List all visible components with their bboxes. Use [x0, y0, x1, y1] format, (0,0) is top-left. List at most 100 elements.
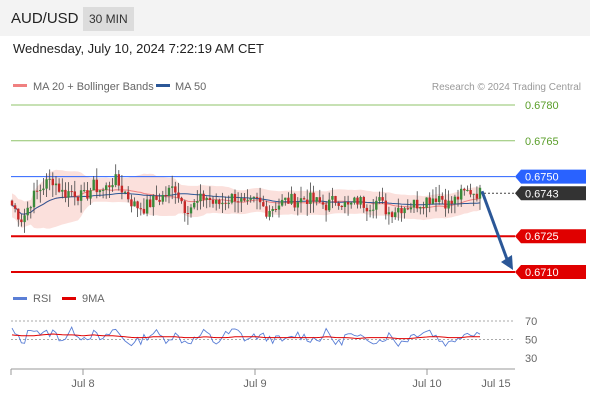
candle-body — [108, 185, 111, 188]
candle-body — [441, 196, 444, 200]
forecast-arrow — [480, 190, 513, 270]
candle-body — [177, 192, 180, 198]
candle-body — [390, 212, 394, 218]
candle-body — [152, 195, 155, 208]
level-label-0.6725: 0.6725 — [525, 231, 559, 243]
candle-body — [48, 178, 51, 180]
candle-body — [205, 197, 208, 200]
candle-body — [79, 190, 83, 201]
level-labels: 0.6780 0.6765 0.6750 0.6743 0.6725 0.6710 — [515, 100, 586, 279]
candle-body — [343, 202, 347, 207]
x-tick-label-3: Jul 15 — [481, 378, 510, 390]
candle-body — [394, 212, 397, 217]
x-tick-label-2: Jul 10 — [412, 378, 441, 390]
candle-body — [375, 200, 378, 210]
candle-body — [431, 198, 435, 204]
candle-body — [221, 202, 224, 205]
candle-body — [274, 209, 277, 210]
candle-body — [83, 190, 86, 192]
candle-body — [189, 207, 193, 214]
candle-body — [419, 207, 422, 209]
rsi-level-label-30: 30 — [525, 353, 537, 365]
candle-body — [324, 204, 328, 211]
candle-body — [111, 185, 114, 188]
candle-body — [120, 185, 124, 193]
candle-body — [412, 199, 416, 208]
candle-body — [249, 198, 252, 200]
candle-body — [211, 200, 215, 204]
candle-body — [475, 193, 479, 199]
candle-body — [340, 205, 343, 207]
candle-body — [255, 196, 259, 198]
candle-body — [478, 187, 482, 199]
candle-body — [35, 190, 39, 192]
level-label-0.6780: 0.6780 — [525, 100, 559, 112]
ma9-legend-label: 9MA — [82, 293, 105, 305]
candle-body — [378, 197, 381, 201]
candle-body — [67, 191, 70, 198]
candle-body — [230, 194, 234, 203]
candle-body — [299, 198, 303, 203]
candle-body — [346, 202, 350, 205]
candle-body — [469, 190, 472, 195]
candle-body — [224, 202, 227, 204]
candle-body — [262, 202, 265, 207]
rsi-legend-swatch — [13, 297, 27, 300]
candle-body — [92, 179, 95, 191]
candle-body — [472, 193, 475, 195]
candle-body — [284, 197, 287, 200]
bollinger-band-area — [12, 169, 480, 229]
candle-body — [149, 199, 152, 208]
candle-body — [397, 207, 400, 213]
candle-body — [167, 187, 171, 196]
timeframe-button[interactable]: 30 MIN — [83, 7, 134, 31]
level-tag-0.6743 — [515, 186, 586, 201]
candle-body — [450, 200, 453, 204]
candle-body — [42, 188, 45, 191]
candle-body — [127, 191, 130, 200]
candle-body — [409, 207, 413, 210]
candle-body — [438, 196, 441, 202]
level-label-0.6765: 0.6765 — [525, 136, 559, 148]
candle-body — [161, 195, 164, 202]
candle-body — [202, 193, 205, 200]
x-tick-label-1: Jul 9 — [243, 378, 266, 390]
candle-body — [381, 197, 384, 201]
candle-body — [142, 208, 146, 214]
candle-body — [145, 199, 149, 214]
candle-body — [26, 207, 29, 216]
candle-body — [463, 188, 466, 191]
candle-body — [89, 190, 92, 199]
level-label-0.6750: 0.6750 — [525, 172, 559, 184]
candle-body — [20, 219, 23, 223]
candle-body — [246, 199, 249, 201]
candle-body — [17, 208, 20, 220]
candle-body — [123, 191, 127, 193]
candle-body — [318, 197, 321, 203]
level-label-0.6710: 0.6710 — [525, 267, 559, 279]
candle-body — [315, 197, 318, 202]
candle-body — [218, 200, 221, 205]
candle-body — [136, 201, 139, 209]
candle-body — [101, 189, 105, 191]
candle-body — [130, 199, 133, 207]
candle-body — [208, 197, 212, 200]
candle-body — [306, 199, 309, 204]
ma20-legend-swatch — [13, 84, 27, 87]
candle-body — [105, 185, 108, 190]
candle-body — [13, 205, 17, 209]
candle-body — [287, 197, 290, 204]
candle-body — [258, 197, 262, 203]
candle-body — [57, 183, 61, 192]
candle-body — [155, 195, 158, 200]
candle-body — [277, 205, 281, 210]
chart-datetime: Wednesday, July 10, 2024 7:22:19 AM CET — [13, 41, 264, 56]
level-label-0.6743: 0.6743 — [525, 188, 559, 200]
candle-body — [328, 199, 331, 211]
candle-body — [61, 189, 64, 192]
x-tick-label-0: Jul 8 — [71, 378, 94, 390]
candle-body — [265, 206, 268, 217]
candle-body — [359, 197, 362, 205]
candle-body — [400, 207, 403, 214]
